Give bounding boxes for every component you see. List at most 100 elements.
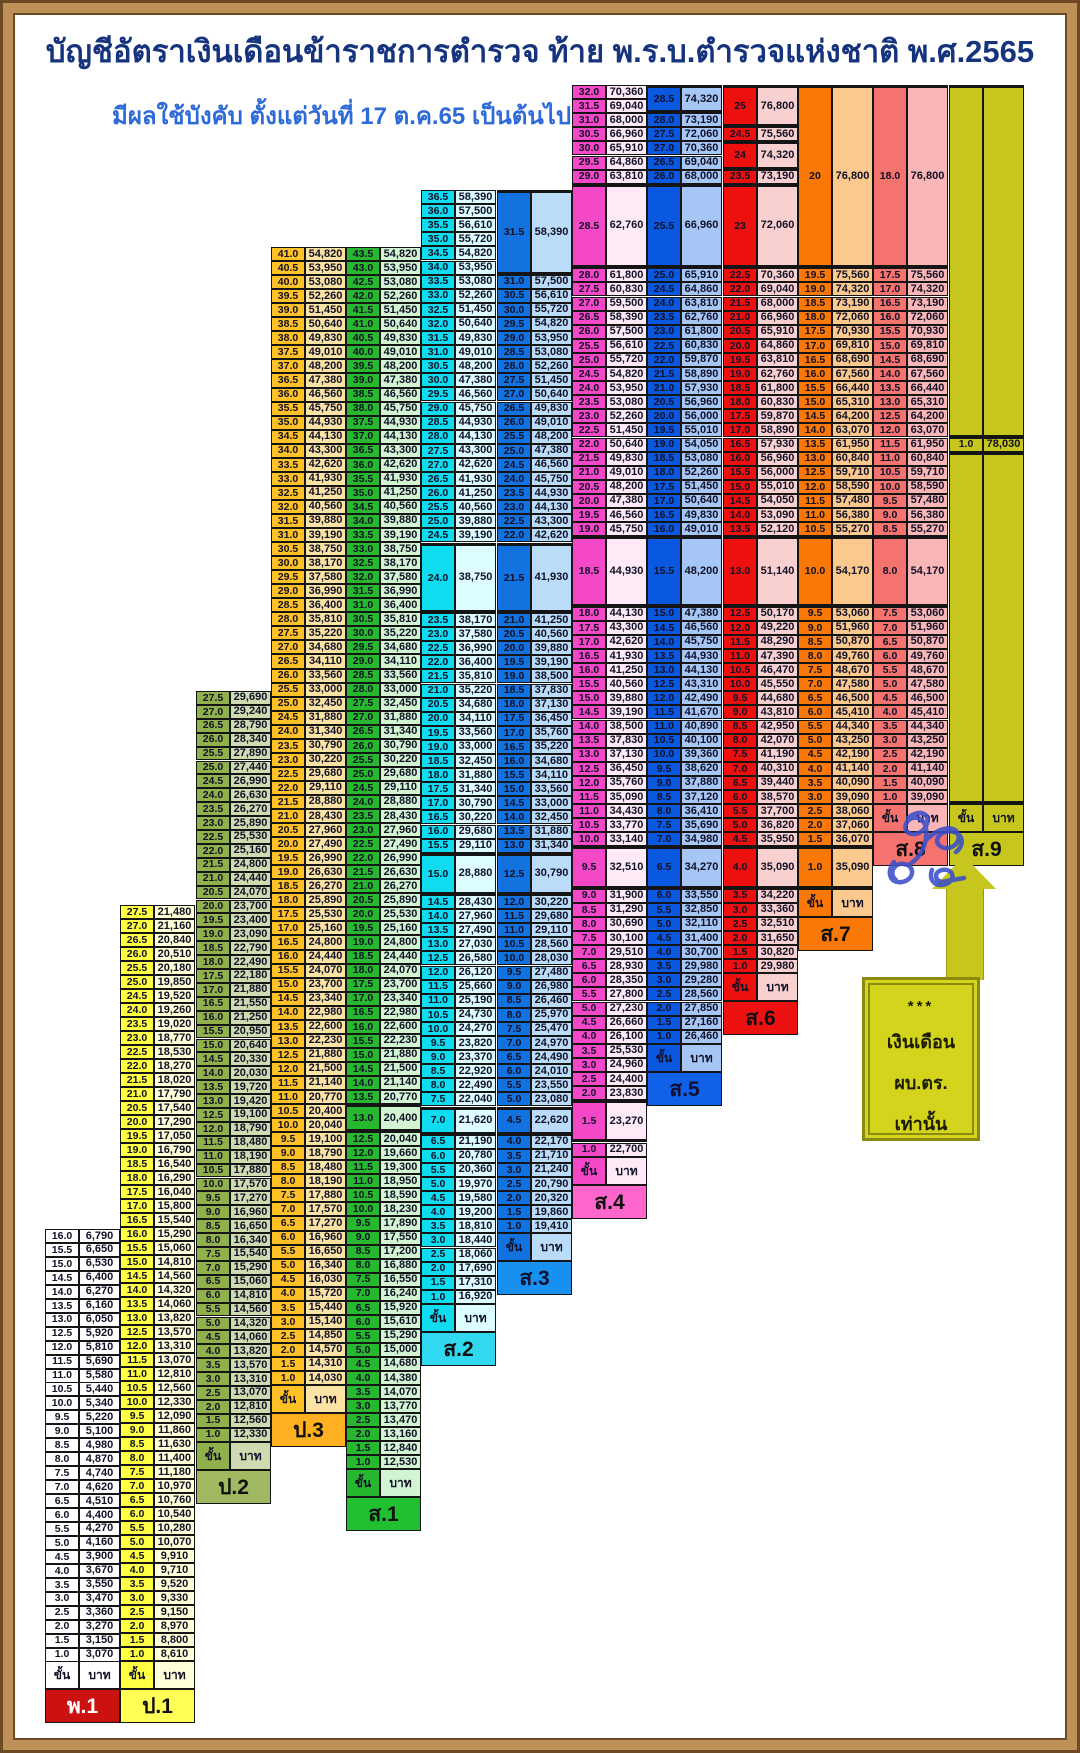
step-cell: 11.0 <box>572 804 606 819</box>
amount-cell: 45,550 <box>757 677 798 692</box>
amount-cell: 37,880 <box>681 775 722 790</box>
step-cell: 21.0 <box>647 381 681 396</box>
step-cell: 17.5 <box>647 479 681 494</box>
amount-cell: 57,500 <box>455 204 496 219</box>
step-cell: 6.0 <box>572 973 606 988</box>
step-cell: 8.5 <box>346 1244 380 1259</box>
amount-cell: 64,860 <box>681 282 722 297</box>
amount-cell: 65,910 <box>757 324 798 339</box>
step-cell: 5.5 <box>421 1162 455 1177</box>
step-cell: 5.5 <box>572 987 606 1002</box>
amount-cell: 69,810 <box>907 338 948 353</box>
step-cell: 4.0 <box>120 1563 154 1577</box>
step-cell: 21.0 <box>421 683 455 698</box>
amount-cell: 39,880 <box>531 641 572 656</box>
amount-cell: 16,040 <box>154 1185 195 1199</box>
amount-cell: 24,490 <box>531 1050 572 1065</box>
step-cell: 22.0 <box>120 1059 154 1073</box>
amount-cell: 56,000 <box>757 465 798 480</box>
step-cell: 14.5 <box>572 705 606 720</box>
amount-cell: 44,930 <box>606 536 647 607</box>
step-cell: 33.0 <box>271 471 305 486</box>
step-cell: 20.5 <box>271 823 305 838</box>
amount-cell: 49,220 <box>757 620 798 635</box>
amount-cell: 47,380 <box>681 606 722 621</box>
step-cell: 6.0 <box>346 1314 380 1329</box>
amount-cell: 56,960 <box>681 395 722 410</box>
amount-cell: 36,450 <box>531 711 572 726</box>
amount-cell: 46,560 <box>455 387 496 402</box>
amount-cell: 5,810 <box>79 1340 120 1355</box>
amount-cell: 15,720 <box>305 1286 346 1301</box>
step-cell: 5.5 <box>798 719 832 734</box>
amount-cell: 3,070 <box>79 1647 120 1662</box>
amount-cell: 30,690 <box>606 916 647 931</box>
step-cell: 9.0 <box>798 620 832 635</box>
step-cell: 16.0 <box>572 663 606 678</box>
amount-cell: 48,200 <box>531 429 572 444</box>
step-cell: 9.0 <box>120 1423 154 1437</box>
amount-cell: 34,680 <box>380 640 421 655</box>
step-cell: 23.5 <box>421 613 455 628</box>
step-cell: 5.5 <box>873 663 907 678</box>
step-cell: 6.5 <box>497 1050 531 1065</box>
amount-cell: 23,700 <box>305 977 346 992</box>
amount-cell: 54,820 <box>531 316 572 331</box>
step-cell: 24.5 <box>271 710 305 725</box>
amount-cell: 5,340 <box>79 1396 120 1411</box>
amount-cell: 20,360 <box>455 1162 496 1177</box>
amount-cell: 27,800 <box>606 987 647 1002</box>
step-cell: 10.5 <box>647 733 681 748</box>
step-cell: 13.0 <box>196 1094 230 1108</box>
step-cell: 23 <box>723 183 757 269</box>
step-cell: 9.5 <box>497 965 531 980</box>
amount-cell: 44,340 <box>832 719 873 734</box>
step-cell: 6.5 <box>421 1134 455 1149</box>
step-cell: 2.0 <box>497 1191 531 1206</box>
step-cell: 19.5 <box>271 851 305 866</box>
amount-cell: 12,810 <box>154 1367 195 1381</box>
step-cell: 11.0 <box>120 1367 154 1381</box>
amount-cell: 24,970 <box>531 1036 572 1051</box>
amount-cell: 17,570 <box>230 1177 271 1192</box>
step-cell: 26.0 <box>647 169 681 184</box>
step-cell: 2.0 <box>723 931 757 946</box>
amount-cell: 16,030 <box>305 1272 346 1287</box>
amount-cell: 23,550 <box>531 1078 572 1093</box>
step-cell: 20.0 <box>196 899 230 914</box>
amount-cell: 22,490 <box>455 1078 496 1093</box>
amount-cell: 30,220 <box>531 895 572 910</box>
amount-cell: 33,560 <box>380 668 421 683</box>
step-cell: 19.0 <box>196 927 230 942</box>
amount-cell: 16,340 <box>305 1258 346 1273</box>
step-cell: 10.0 <box>798 536 832 607</box>
step-cell: 20.5 <box>421 697 455 712</box>
amount-cell: 29,690 <box>230 691 271 705</box>
amount-cell: 55,010 <box>757 479 798 494</box>
step-cell: 16.0 <box>723 451 757 466</box>
amount-cell: 51,140 <box>757 536 798 607</box>
amount-cell: 20,040 <box>380 1132 421 1147</box>
amount-cell: 25,160 <box>380 921 421 936</box>
amount-cell: 39,190 <box>305 528 346 543</box>
step-cell: 4.5 <box>497 1106 531 1135</box>
step-cell: 8.5 <box>45 1438 79 1453</box>
step-cell: 1.5 <box>271 1356 305 1372</box>
amount-cell: 33,000 <box>380 682 421 697</box>
step-cell: 27.5 <box>421 443 455 458</box>
amount-cell: 24,440 <box>380 949 421 964</box>
amount-cell: 29,680 <box>380 766 421 781</box>
step-cell: 5.0 <box>723 818 757 833</box>
amount-cell: 9,710 <box>154 1563 195 1577</box>
step-cell: 11.5 <box>723 634 757 649</box>
amount-cell: 75,560 <box>907 268 948 283</box>
step-cell: 22.5 <box>572 423 606 438</box>
amount-cell: 56,610 <box>455 218 496 233</box>
amount-cell: 46,560 <box>305 387 346 402</box>
amount-cell: 41,930 <box>606 649 647 664</box>
step-cell: 1.0 <box>346 1455 380 1470</box>
step-cell: 4.5 <box>873 691 907 706</box>
amount-cell: 33,000 <box>531 796 572 811</box>
amount-cell: 41,930 <box>455 472 496 487</box>
step-cell: 1.0 <box>497 1219 531 1234</box>
